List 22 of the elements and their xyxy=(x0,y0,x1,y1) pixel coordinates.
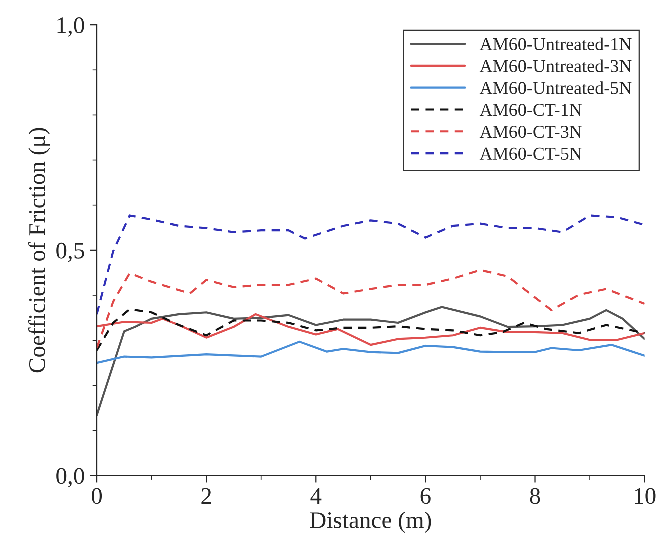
y-axis-title: Coefficient of Friction (μ) xyxy=(28,128,50,373)
line-series xyxy=(97,214,645,316)
x-tick-label: 4 xyxy=(310,488,322,504)
x-tick-label: 6 xyxy=(420,488,431,504)
x-axis-title: Distance (m) xyxy=(310,512,432,534)
x-tick-label: 10 xyxy=(635,488,656,504)
y-tick-label: 0,5 xyxy=(56,242,84,262)
line-series xyxy=(97,306,645,416)
legend-label: AM60-CT-5N xyxy=(480,148,582,160)
y-tick-label: 0,0 xyxy=(56,468,84,488)
legend-label: AM60-Untreated-1N xyxy=(480,38,632,51)
x-tick-label: 8 xyxy=(530,488,540,504)
legend-label: AM60-CT-3N xyxy=(480,126,582,138)
x-tick-label: 0 xyxy=(92,488,102,504)
y-tick-label: 1,0 xyxy=(58,18,84,37)
x-tick-label: 2 xyxy=(202,488,212,504)
legend-label: AM60-Untreated-5N xyxy=(480,82,632,94)
line-series xyxy=(97,340,645,364)
line-series xyxy=(97,308,645,352)
legend-label: AM60-CT-1N xyxy=(480,104,582,116)
legend-label: AM60-Untreated-3N xyxy=(480,60,632,72)
line-series xyxy=(97,269,645,350)
